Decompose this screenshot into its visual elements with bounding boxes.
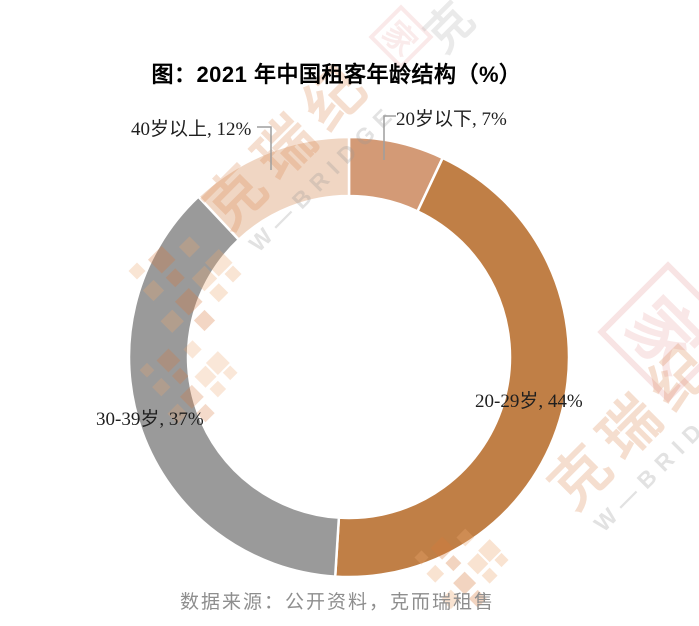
- chart-title: 图：2021 年中国租客年龄结构（%）: [151, 62, 522, 87]
- pie-slice-20-29岁: [333, 156, 571, 579]
- pie-label-20-29: 20-29岁, 44%: [475, 391, 583, 412]
- pie-label-under20: 20岁以下, 7%: [396, 109, 507, 130]
- pie-label-over40: 40岁以上, 12%: [131, 119, 252, 140]
- source-note: 数据来源：公开资料，克而瑞租售: [179, 592, 495, 613]
- pie-slice-40岁以上: [196, 135, 351, 242]
- pie-slice-30-39岁: [127, 194, 341, 578]
- pie-label-30-39: 30-39岁, 37%: [96, 409, 204, 430]
